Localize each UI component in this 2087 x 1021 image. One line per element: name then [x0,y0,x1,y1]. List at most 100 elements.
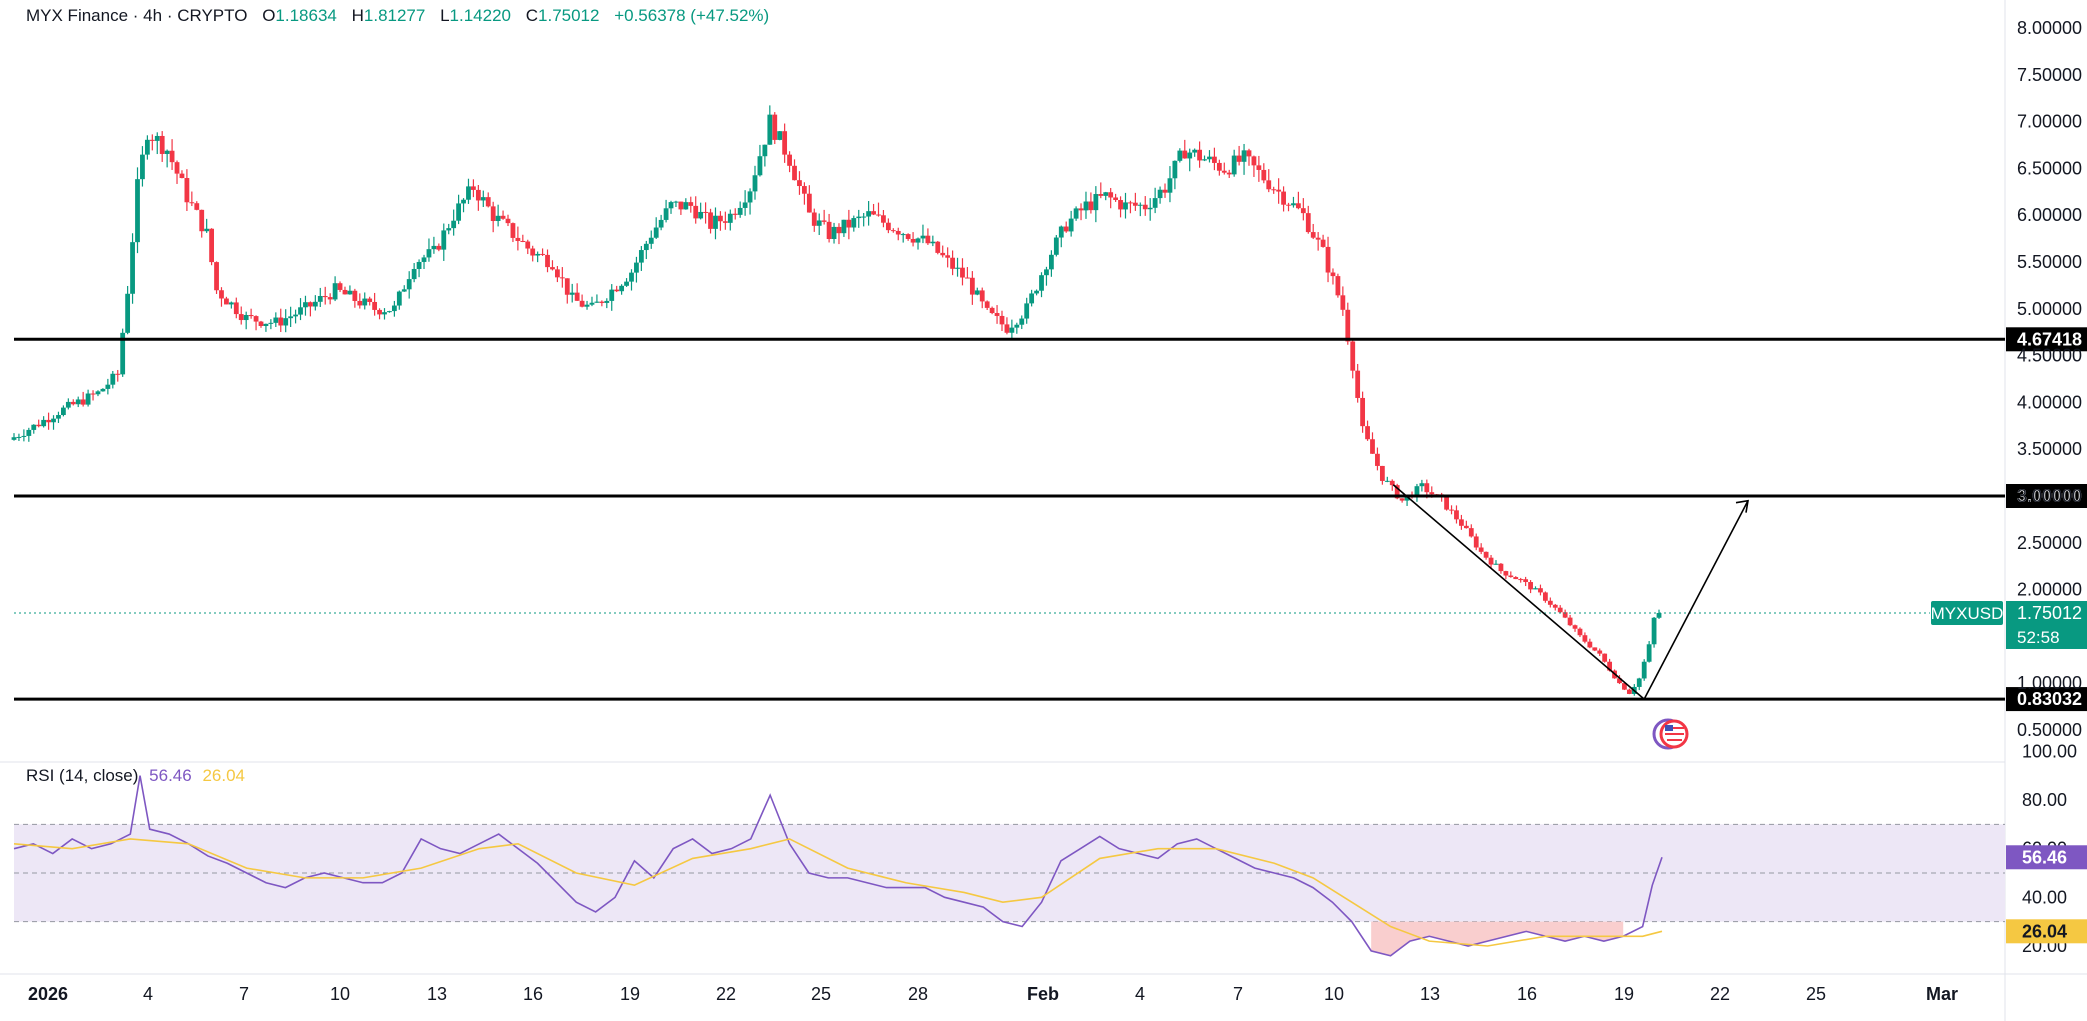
candle [1503,570,1509,580]
candle [767,105,773,145]
candle-body [1538,588,1543,593]
candle-body [327,297,333,300]
candle [1508,571,1514,578]
candle [406,271,412,299]
candle [16,433,22,441]
candle-body [1029,293,1035,304]
candle-body [288,316,294,319]
time-tick-label: 10 [330,984,350,1004]
flag-icon[interactable] [1652,718,1689,750]
time-tick-label: 19 [1614,984,1634,1004]
candle [421,254,427,270]
candle [747,188,753,215]
candle-body [362,298,368,306]
candle [1172,160,1178,190]
candle [154,132,160,155]
candle-body [984,301,990,308]
candle-body [1622,683,1627,690]
candle-body [1226,172,1232,175]
candle [925,228,931,245]
candle [1241,143,1247,175]
rsi-ma-line[interactable] [13,838,1663,947]
price-tick-label: 7.00000 [2017,112,2082,132]
candle [298,298,303,321]
candle [1345,302,1351,345]
symbol-name[interactable]: MYX Finance [26,6,129,25]
candle-body [1424,483,1430,493]
projection-arrow[interactable] [1643,500,1749,700]
candle-body [1078,208,1084,211]
candle-body [480,197,486,201]
candle-body [777,131,783,140]
candle [1216,159,1222,176]
candle-body [16,436,22,438]
candle [1098,182,1104,199]
candle-body [1044,269,1049,276]
candle-body [396,291,402,306]
candle [1093,186,1099,223]
candle [1646,641,1652,663]
candle-body [154,135,160,141]
candle [1335,273,1341,298]
candle-body [1552,604,1558,608]
candle-body [1128,202,1133,204]
candle [1261,163,1267,184]
candle [1271,186,1277,194]
candle [110,370,116,389]
rsi-tick-label: 100.00 [2022,741,2077,761]
time-tick-label: 22 [1710,984,1730,1004]
price-tick-label: 3.50000 [2017,439,2082,459]
candle-body [337,283,343,290]
candle [703,202,708,224]
candle-body [841,219,847,234]
time-tick-label: 10 [1324,984,1344,1004]
candle [1557,605,1563,613]
candle-body [722,221,728,223]
candle-body [1419,483,1425,487]
candle [446,223,452,235]
candle [411,263,417,283]
candle-body [1123,202,1128,210]
candle-body [787,154,792,166]
candle [1414,483,1420,502]
candle-body [713,215,718,229]
price-tick-label: 0.50000 [2017,720,2082,740]
candle [75,396,81,408]
candle-body [1202,159,1207,161]
price-tick-label: 5.00000 [2017,299,2082,319]
candle-body [1518,579,1524,581]
candle [1310,223,1316,240]
candle-body [1370,439,1375,454]
candle-body [1182,150,1188,159]
candle [125,285,131,335]
candle [1177,148,1183,163]
candle-body [584,304,590,307]
change-value: +0.56378 (+47.52%) [614,6,770,25]
last-price-badge [2006,600,2087,649]
candle [307,301,313,317]
candle [1325,236,1331,283]
candle-body [11,437,17,440]
candle-body [1330,272,1336,277]
candle [1547,597,1553,608]
candle-body [1147,207,1153,210]
candle-body [471,186,476,190]
candle [288,306,294,327]
candle-body [391,305,397,312]
candle-body [969,277,975,295]
trend-line[interactable] [1392,484,1645,700]
interval[interactable]: 4h [143,6,163,25]
candle [115,369,121,382]
candle-body [1167,178,1173,193]
candle [1300,198,1306,221]
candle [653,217,659,240]
candle [673,200,679,207]
candle-body [466,186,471,200]
candle [219,287,224,307]
candle-body [950,257,955,269]
candle-body [105,384,111,389]
rsi-line[interactable] [13,775,1663,957]
rsi-legend[interactable]: RSI (14, close) 56.46 26.04 [26,766,245,786]
candle [293,309,298,324]
